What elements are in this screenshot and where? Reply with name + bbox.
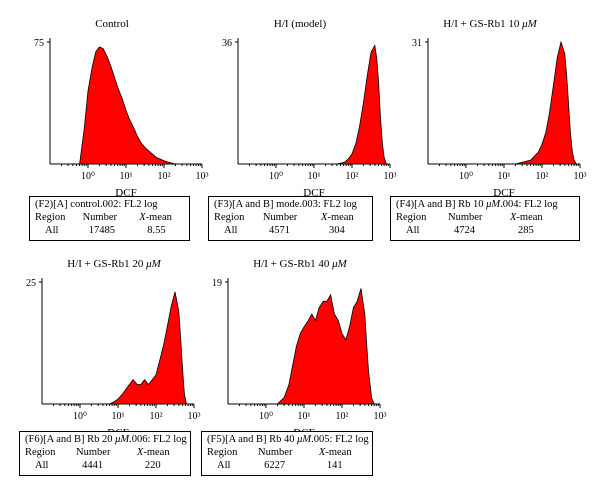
x-tick-label: 10¹ [120, 171, 133, 182]
x-tick-label: 10² [158, 171, 171, 182]
stats-region: All [406, 225, 420, 236]
stats-col-number: Number [82, 212, 117, 223]
chart-title: H/I (model) [273, 18, 327, 30]
stats-col-number: Number [258, 447, 293, 458]
x-tick-label: 10¹ [298, 411, 311, 422]
histogram-area [336, 44, 387, 165]
stats-header: (F3)[A and B] mode.003: FL2 log [214, 199, 357, 210]
stats-col-xmean: X-mean [510, 212, 543, 223]
chart-title: H/I + GS-Rb1 10 μM [443, 18, 537, 30]
histogram-plot: 1910⁰10¹10²10³DCF [212, 278, 387, 439]
chart-title: H/I + GS-Rb1 40 μM [253, 258, 347, 270]
y-tick-label: 75 [34, 38, 44, 49]
stats-box-model: (F3)[A and B] mode.003: FL2 log Region Nu… [208, 196, 373, 241]
stats-col-region: Region [25, 447, 56, 458]
stats-col-xmean: X-mean [318, 447, 352, 458]
stats-region: All [45, 225, 59, 236]
x-tick-label: 10¹ [112, 411, 125, 422]
stats-number: 4724 [454, 225, 475, 236]
chart-title: Control [95, 18, 129, 30]
histogram-panel-control: Control 75 10⁰ 10¹ 10² 10³ DCF [22, 18, 209, 243]
stats-xmean: 8.55 [147, 225, 166, 236]
histogram-panel-rb1-10: H/I + GS-Rb1 10 μM 31 10⁰ 10¹ 10² 10³ DCF [400, 18, 587, 243]
x-tick-label: 10⁰ [269, 171, 283, 182]
stats-number: 17485 [88, 225, 116, 236]
x-tick-label: 10⁰ [73, 411, 87, 422]
stats-number: 6227 [264, 460, 286, 471]
stats-col-xmean: X-mean [139, 212, 172, 223]
stats-header: (F5)[A and B] Rb 40 μM.005: FL2 log [207, 434, 369, 445]
y-tick-label: 31 [412, 38, 422, 49]
x-tick-label: 10¹ [498, 171, 511, 182]
stats-header: (F4)[A and B] Rb 10 μM.004: FL2 log [396, 199, 558, 210]
x-tick-label: 10⁰ [81, 171, 95, 182]
histogram-area [109, 291, 187, 405]
stats-xmean: 304 [329, 225, 345, 236]
x-tick-label: 10² [346, 171, 359, 182]
x-tick-label: 10² [150, 411, 163, 422]
stats-col-region: Region [214, 212, 245, 223]
stats-region: All [217, 460, 231, 471]
histogram-area [79, 46, 176, 165]
x-tick-label: 10² [536, 171, 549, 182]
x-tick-label: 10³ [374, 411, 387, 422]
x-tick-label: 10² [336, 411, 349, 422]
stats-xmean: 285 [518, 225, 534, 236]
x-tick-label: 10³ [196, 171, 209, 182]
stats-col-region: Region [396, 212, 427, 223]
stats-number: 4441 [82, 460, 104, 471]
y-tick-label: 25 [26, 278, 36, 289]
x-tick-label: 10³ [188, 411, 201, 422]
x-tick-label: 10¹ [308, 171, 321, 182]
stats-col-xmean: X-mean [321, 212, 354, 223]
y-tick-label: 36 [222, 38, 232, 49]
stats-col-number: Number [448, 212, 483, 223]
stats-xmean: 141 [326, 460, 343, 471]
stats-col-number: Number [262, 212, 298, 223]
stats-header: (F2)[A] control.002: FL2 log [35, 199, 158, 210]
stats-box-rb1-40: (F5)[A and B] Rb 40 μM.005: FL2 log Regi… [201, 431, 373, 476]
stats-col-number: Number [76, 447, 111, 458]
x-tick-label: 10⁰ [459, 171, 473, 182]
stats-col-xmean: X-mean [136, 447, 170, 458]
stats-xmean: 220 [144, 460, 161, 471]
stats-header: (F6)[A and B] Rb 20 μM.006: FL2 log [25, 434, 187, 445]
stats-region: All [224, 225, 238, 236]
histogram-area [276, 288, 375, 405]
chart-title: H/I + GS-Rb1 20 μM [67, 258, 161, 270]
x-tick-label: 10³ [384, 171, 397, 182]
histogram-panel-model: H/I (model) 36 10⁰ 10¹ 10² 10³ DCF [210, 18, 397, 243]
histogram-panel-rb1-20: H/I + GS-Rb1 20 μM 2510⁰10¹10²10³DCF [14, 258, 201, 483]
stats-number: 4571 [269, 225, 290, 236]
x-tick-label: 10³ [574, 171, 587, 182]
stats-box-rb1-10: (F4)[A and B] Rb 10 μM.004: FL2 log Regi… [390, 196, 580, 241]
stats-col-region: Region [207, 447, 238, 458]
stats-box-control: (F2)[A] control.002: FL2 log Region Numbe… [29, 196, 190, 241]
stats-box-rb1-20: (F6)[A and B] Rb 20 μM.006: FL2 log Regi… [19, 431, 191, 476]
x-tick-label: 10⁰ [259, 411, 273, 422]
stats-region: All [35, 460, 49, 471]
stats-col-region: Region [35, 212, 66, 223]
y-tick-label: 19 [212, 278, 222, 289]
histogram-plot: 2510⁰10¹10²10³DCF [26, 278, 201, 439]
histogram-panel-rb1-40: H/I + GS-Rb1 40 μM 1910⁰10¹10²10³DCF [200, 258, 387, 483]
histogram-area [515, 40, 577, 165]
